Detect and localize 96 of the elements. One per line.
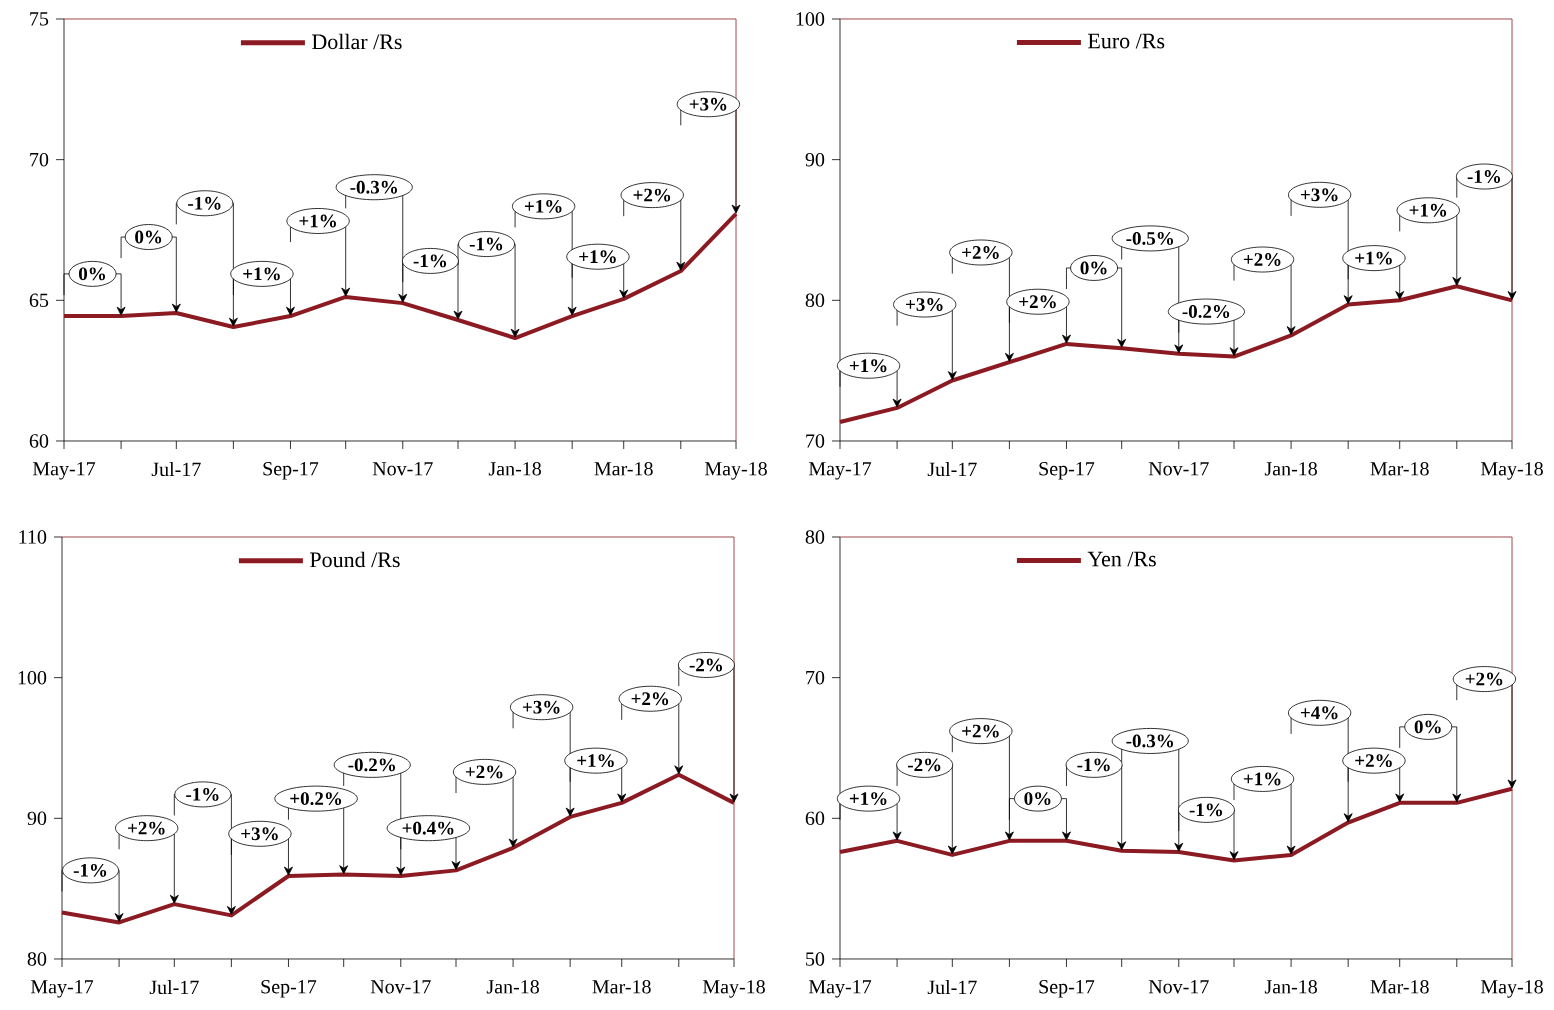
annotation: +1% xyxy=(849,792,887,806)
x-tick-label: Nov-17 xyxy=(1148,980,1209,994)
annotation: +3% xyxy=(906,298,943,311)
y-tick-label: 50 xyxy=(806,952,825,966)
x-tick-label: Jan-18 xyxy=(488,462,541,476)
legend-label: Dollar /Rs xyxy=(312,33,402,50)
annotation: +2% xyxy=(962,246,999,259)
annotation: +2% xyxy=(1019,295,1056,309)
x-tick-label: Jul-17 xyxy=(151,462,201,477)
x-tick-label: Jan-18 xyxy=(1264,980,1317,994)
y-tick-label: 80 xyxy=(27,952,47,966)
annotation: +1% xyxy=(299,214,336,228)
annotation: +2% xyxy=(1465,672,1503,686)
annotation: +2% xyxy=(1355,754,1392,768)
annotation: +1% xyxy=(1243,772,1281,786)
annotation: -1% xyxy=(413,254,447,268)
x-tick-label: May-18 xyxy=(1480,980,1543,998)
y-tick-label: 70 xyxy=(806,670,825,685)
annotation: -2% xyxy=(689,658,723,672)
annotation: 0% xyxy=(79,267,106,281)
x-tick-label: Nov-17 xyxy=(372,462,433,476)
legend-label: Pound /Rs xyxy=(310,551,400,568)
annotation: -1% xyxy=(1189,803,1223,817)
x-tick-label: Nov-17 xyxy=(1148,462,1209,476)
annotation: -2% xyxy=(907,758,941,772)
annotation: +0.4% xyxy=(402,821,454,835)
x-tick-label: Sep-17 xyxy=(263,462,319,480)
annotation: +3% xyxy=(689,97,727,111)
x-tick-label: Jan-18 xyxy=(1264,462,1317,476)
y-tick-label: 90 xyxy=(805,152,825,167)
y-tick-label: 100 xyxy=(18,670,47,685)
annotation: 0% xyxy=(1024,792,1051,806)
annotation: -0.2% xyxy=(1182,305,1230,319)
y-tick-label: 110 xyxy=(19,530,47,544)
annotation: -0.2% xyxy=(348,758,395,772)
x-tick-label: Mar-18 xyxy=(1370,462,1429,476)
annotation: 0% xyxy=(1080,261,1107,275)
x-tick-label: Jul-17 xyxy=(149,980,199,995)
legend-label: Euro /Rs xyxy=(1088,33,1165,49)
annotation: +1% xyxy=(1355,251,1392,265)
annotation: -1% xyxy=(73,863,107,877)
annotation: +2% xyxy=(962,724,999,738)
x-tick-label: Mar-18 xyxy=(1370,980,1429,994)
annotation: -1% xyxy=(188,196,221,210)
annotation: +1% xyxy=(849,359,887,373)
x-tick-label: May-17 xyxy=(808,980,872,998)
annotation: +2% xyxy=(631,692,669,706)
x-tick-label: May-18 xyxy=(702,980,765,998)
x-tick-label: May-17 xyxy=(32,462,96,480)
x-tick-label: Mar-18 xyxy=(594,462,653,476)
x-tick-label: Nov-17 xyxy=(370,980,431,994)
x-tick-label: Jul-17 xyxy=(927,980,977,995)
annotation: -0.3% xyxy=(350,180,397,194)
x-tick-label: May-17 xyxy=(808,462,872,480)
y-tick-label: 60 xyxy=(805,811,825,826)
annotation: +3% xyxy=(241,827,278,841)
annotation: -1% xyxy=(1077,758,1110,772)
annotation: +1% xyxy=(579,250,616,264)
y-tick-label: 100 xyxy=(796,12,825,26)
annotation: +0.2% xyxy=(290,792,342,806)
y-tick-label: 80 xyxy=(805,530,825,544)
x-tick-label: Sep-17 xyxy=(261,980,317,998)
annotation: -1% xyxy=(186,787,219,801)
y-tick-label: 80 xyxy=(805,293,825,308)
x-tick-label: Mar-18 xyxy=(592,980,651,994)
annotation: +1% xyxy=(1409,203,1447,217)
annotation: +3% xyxy=(1300,188,1338,202)
x-tick-label: Jul-17 xyxy=(927,462,977,477)
annotation: +2% xyxy=(633,188,671,202)
y-tick-label: 70 xyxy=(806,434,825,448)
annotation: +2% xyxy=(465,765,503,779)
y-tick-label: 75 xyxy=(30,12,49,26)
x-tick-label: Sep-17 xyxy=(1039,980,1095,998)
x-tick-label: May-18 xyxy=(704,462,767,480)
annotation: 0% xyxy=(1414,720,1441,734)
y-tick-label: 90 xyxy=(27,811,47,826)
legend-label: Yen /Rs xyxy=(1087,551,1156,567)
x-tick-label: Sep-17 xyxy=(1039,462,1095,480)
x-tick-label: May-18 xyxy=(1480,462,1543,480)
y-tick-label: 70 xyxy=(30,152,49,167)
annotation: +2% xyxy=(1243,253,1281,266)
y-tick-label: 60 xyxy=(29,434,49,448)
annotation: -1% xyxy=(469,237,503,251)
annotation: +1% xyxy=(243,267,280,281)
annotation: +4% xyxy=(1300,706,1338,720)
annotation: -0.3% xyxy=(1126,734,1173,748)
annotation: +1% xyxy=(577,754,614,768)
annotation: +3% xyxy=(522,700,560,714)
annotation: -1% xyxy=(1467,170,1501,183)
annotation: 0% xyxy=(135,230,162,244)
y-tick-label: 65 xyxy=(29,293,49,308)
annotation: +2% xyxy=(128,821,165,835)
annotation: -0.5% xyxy=(1126,231,1173,245)
x-tick-label: May-17 xyxy=(30,980,94,998)
x-tick-label: Jan-18 xyxy=(486,980,539,994)
annotation: +1% xyxy=(524,199,562,213)
